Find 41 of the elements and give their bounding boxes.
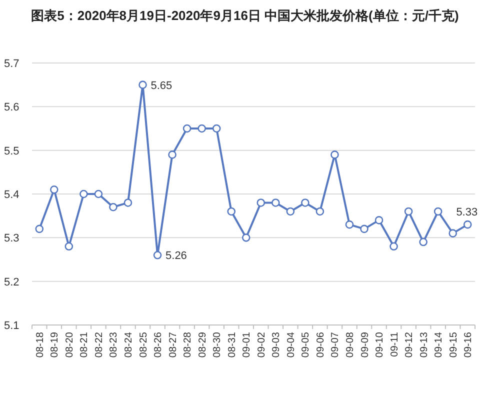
xtick: 08-20: [64, 332, 76, 358]
xtick: 09-07: [330, 332, 342, 358]
ytick: 5.2: [4, 276, 20, 288]
xtick: 08-22: [94, 332, 105, 358]
xtick: 09-06: [315, 332, 326, 358]
ytick: 5.6: [4, 102, 20, 114]
ytick: 5.1: [4, 320, 20, 332]
title: 图表5：2020年8月19日-2020年9月16日 中国大米批发价格(单位：元/千克): [30, 8, 460, 24]
xtick: 09-08: [344, 332, 356, 358]
xtick: 08-25: [138, 332, 150, 358]
xtick: 08-31: [226, 332, 238, 358]
xtick: 09-10: [374, 332, 386, 358]
xtick: 08-24: [123, 332, 134, 358]
xtick: 09-12: [404, 332, 416, 358]
xtick: 09-03: [271, 332, 282, 358]
ytick: 5.5: [4, 145, 20, 158]
xtick: 08-23: [108, 332, 120, 358]
xtick: 08-29: [197, 332, 208, 358]
ytick: 5.3: [4, 232, 20, 245]
xtick: 09-02: [256, 332, 268, 358]
xtick: 08-30: [212, 332, 224, 358]
data-label: 5.26: [166, 250, 187, 262]
xtick: 09-04: [286, 332, 297, 358]
ytick: 5.7: [4, 58, 20, 70]
ytick: 5.4: [4, 189, 20, 201]
xtick: 08-19: [50, 332, 61, 358]
xtick: 09-14: [434, 332, 445, 358]
data-label: 5.65: [150, 80, 172, 92]
xtick: 09-15: [448, 332, 460, 358]
data-label: 5.33: [456, 206, 478, 219]
xtick: 08-27: [168, 332, 179, 358]
xtick: 08-18: [34, 332, 46, 358]
xtick: 08-28: [182, 332, 194, 358]
xtick: 09-13: [418, 332, 430, 358]
xtick: 09-09: [360, 332, 371, 358]
xtick: 09-05: [300, 332, 312, 358]
xtick: 08-21: [79, 332, 90, 358]
xtick: 09-16: [463, 332, 474, 358]
xtick: 09-01: [242, 332, 253, 358]
xtick: 09-11: [389, 332, 400, 357]
xtick: 08-26: [153, 332, 164, 358]
